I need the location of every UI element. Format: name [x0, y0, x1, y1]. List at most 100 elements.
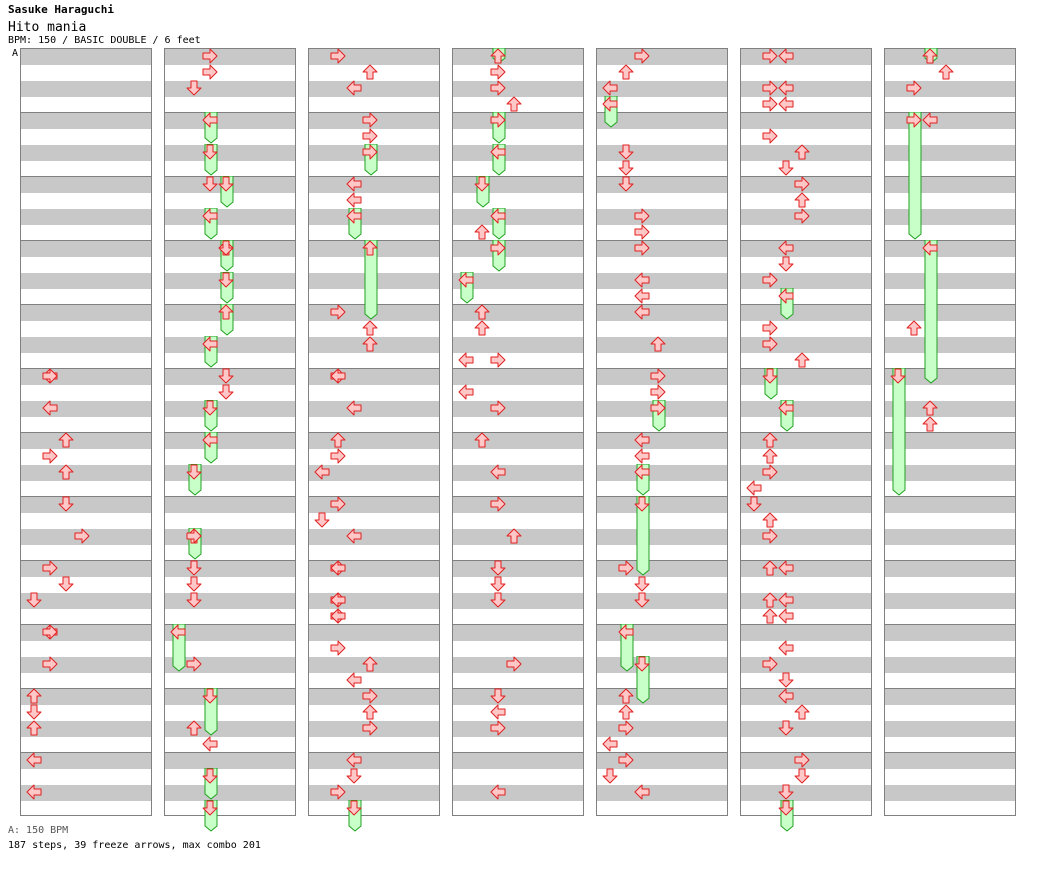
step-arrow-down-icon	[218, 368, 234, 384]
beat-stripe	[597, 273, 727, 289]
beat-stripe	[453, 689, 583, 705]
measure-line	[165, 624, 295, 625]
beat-stripe	[597, 785, 727, 801]
measure-line	[597, 176, 727, 177]
measure-line	[309, 496, 439, 497]
step-arrow-up-icon	[362, 64, 378, 80]
beat-stripe	[453, 497, 583, 513]
beat-stripe	[597, 625, 727, 641]
beat-stripe	[309, 657, 439, 673]
step-arrow-left-icon	[778, 80, 794, 96]
freeze-head-left-icon	[618, 624, 634, 640]
step-arrow-right-icon	[490, 80, 506, 96]
measure-line	[453, 688, 583, 689]
step-arrow-left-icon	[42, 400, 58, 416]
beat-stripe	[453, 209, 583, 225]
freeze-head-down-icon	[634, 496, 650, 512]
measure-line	[21, 304, 151, 305]
beat-stripe	[741, 81, 871, 97]
measure-line	[165, 112, 295, 113]
step-arrow-down-icon	[618, 176, 634, 192]
step-arrow-down-icon	[490, 560, 506, 576]
step-arrow-right-icon	[362, 720, 378, 736]
beat-stripe	[885, 113, 1015, 129]
freeze-arrow-left	[924, 239, 938, 384]
beat-stripe	[21, 177, 151, 193]
step-arrow-up-icon	[906, 320, 922, 336]
beat-stripe	[309, 593, 439, 609]
measure-line	[309, 368, 439, 369]
step-arrow-right-icon	[618, 720, 634, 736]
beat-stripe	[885, 721, 1015, 737]
step-arrow-right-icon	[74, 528, 90, 544]
freeze-head-right-icon	[362, 144, 378, 160]
beat-stripe	[21, 49, 151, 65]
measure-line	[885, 240, 1015, 241]
beat-stripe	[741, 625, 871, 641]
beat-stripe	[21, 369, 151, 385]
step-arrow-left-icon	[346, 80, 362, 96]
beat-stripe	[165, 593, 295, 609]
beat-stripe	[885, 561, 1015, 577]
beat-stripe	[741, 369, 871, 385]
beat-stripe	[453, 49, 583, 65]
beat-stripe	[21, 401, 151, 417]
step-arrow-right-icon	[618, 560, 634, 576]
beat-stripe	[21, 721, 151, 737]
beat-stripe	[165, 721, 295, 737]
step-arrow-down-icon	[26, 704, 42, 720]
step-arrow-up-icon	[922, 416, 938, 432]
step-arrow-right-icon	[794, 752, 810, 768]
step-arrow-left-icon	[778, 560, 794, 576]
measure-line	[741, 752, 871, 753]
step-arrow-left-icon	[634, 288, 650, 304]
measure-line	[453, 624, 583, 625]
measure-line	[309, 112, 439, 113]
measure-line	[741, 496, 871, 497]
beat-stripe	[309, 561, 439, 577]
step-arrow-left-icon	[26, 752, 42, 768]
step-arrow-right-icon	[42, 368, 58, 384]
beat-stripe	[741, 721, 871, 737]
measure-line	[309, 176, 439, 177]
beat-stripe	[885, 305, 1015, 321]
measure-line	[597, 368, 727, 369]
measure-line	[885, 432, 1015, 433]
beat-stripe	[885, 337, 1015, 353]
beat-stripe	[885, 145, 1015, 161]
beat-stripe	[597, 593, 727, 609]
step-arrow-down-icon	[634, 592, 650, 608]
step-arrow-left-icon	[314, 464, 330, 480]
beat-stripe	[597, 209, 727, 225]
step-arrow-right-icon	[330, 304, 346, 320]
beat-stripe	[885, 177, 1015, 193]
beat-stripe	[165, 529, 295, 545]
measure-line	[597, 304, 727, 305]
step-arrow-right-icon	[490, 64, 506, 80]
beat-stripe	[453, 529, 583, 545]
freeze-head-left-icon	[922, 240, 938, 256]
step-arrow-up-icon	[58, 464, 74, 480]
step-arrow-down-icon	[346, 768, 362, 784]
freeze-arrow-up	[364, 239, 378, 320]
beat-stripe	[309, 625, 439, 641]
step-arrow-left-icon	[346, 192, 362, 208]
beat-stripe	[21, 241, 151, 257]
freeze-head-down-icon	[346, 800, 362, 816]
beat-stripe	[165, 113, 295, 129]
beat-stripe	[165, 625, 295, 641]
beat-stripe	[165, 145, 295, 161]
beat-stripe	[165, 401, 295, 417]
step-arrow-down-icon	[746, 496, 762, 512]
measure-line	[165, 432, 295, 433]
step-arrow-left-icon	[778, 240, 794, 256]
measure-line	[21, 240, 151, 241]
freeze-head-up-icon	[922, 48, 938, 64]
freeze-head-left-icon	[490, 144, 506, 160]
beat-stripe	[885, 273, 1015, 289]
beat-stripe	[21, 113, 151, 129]
beat-stripe	[453, 177, 583, 193]
step-arrow-down-icon	[314, 512, 330, 528]
step-arrow-up-icon	[618, 64, 634, 80]
step-arrow-right-icon	[762, 96, 778, 112]
